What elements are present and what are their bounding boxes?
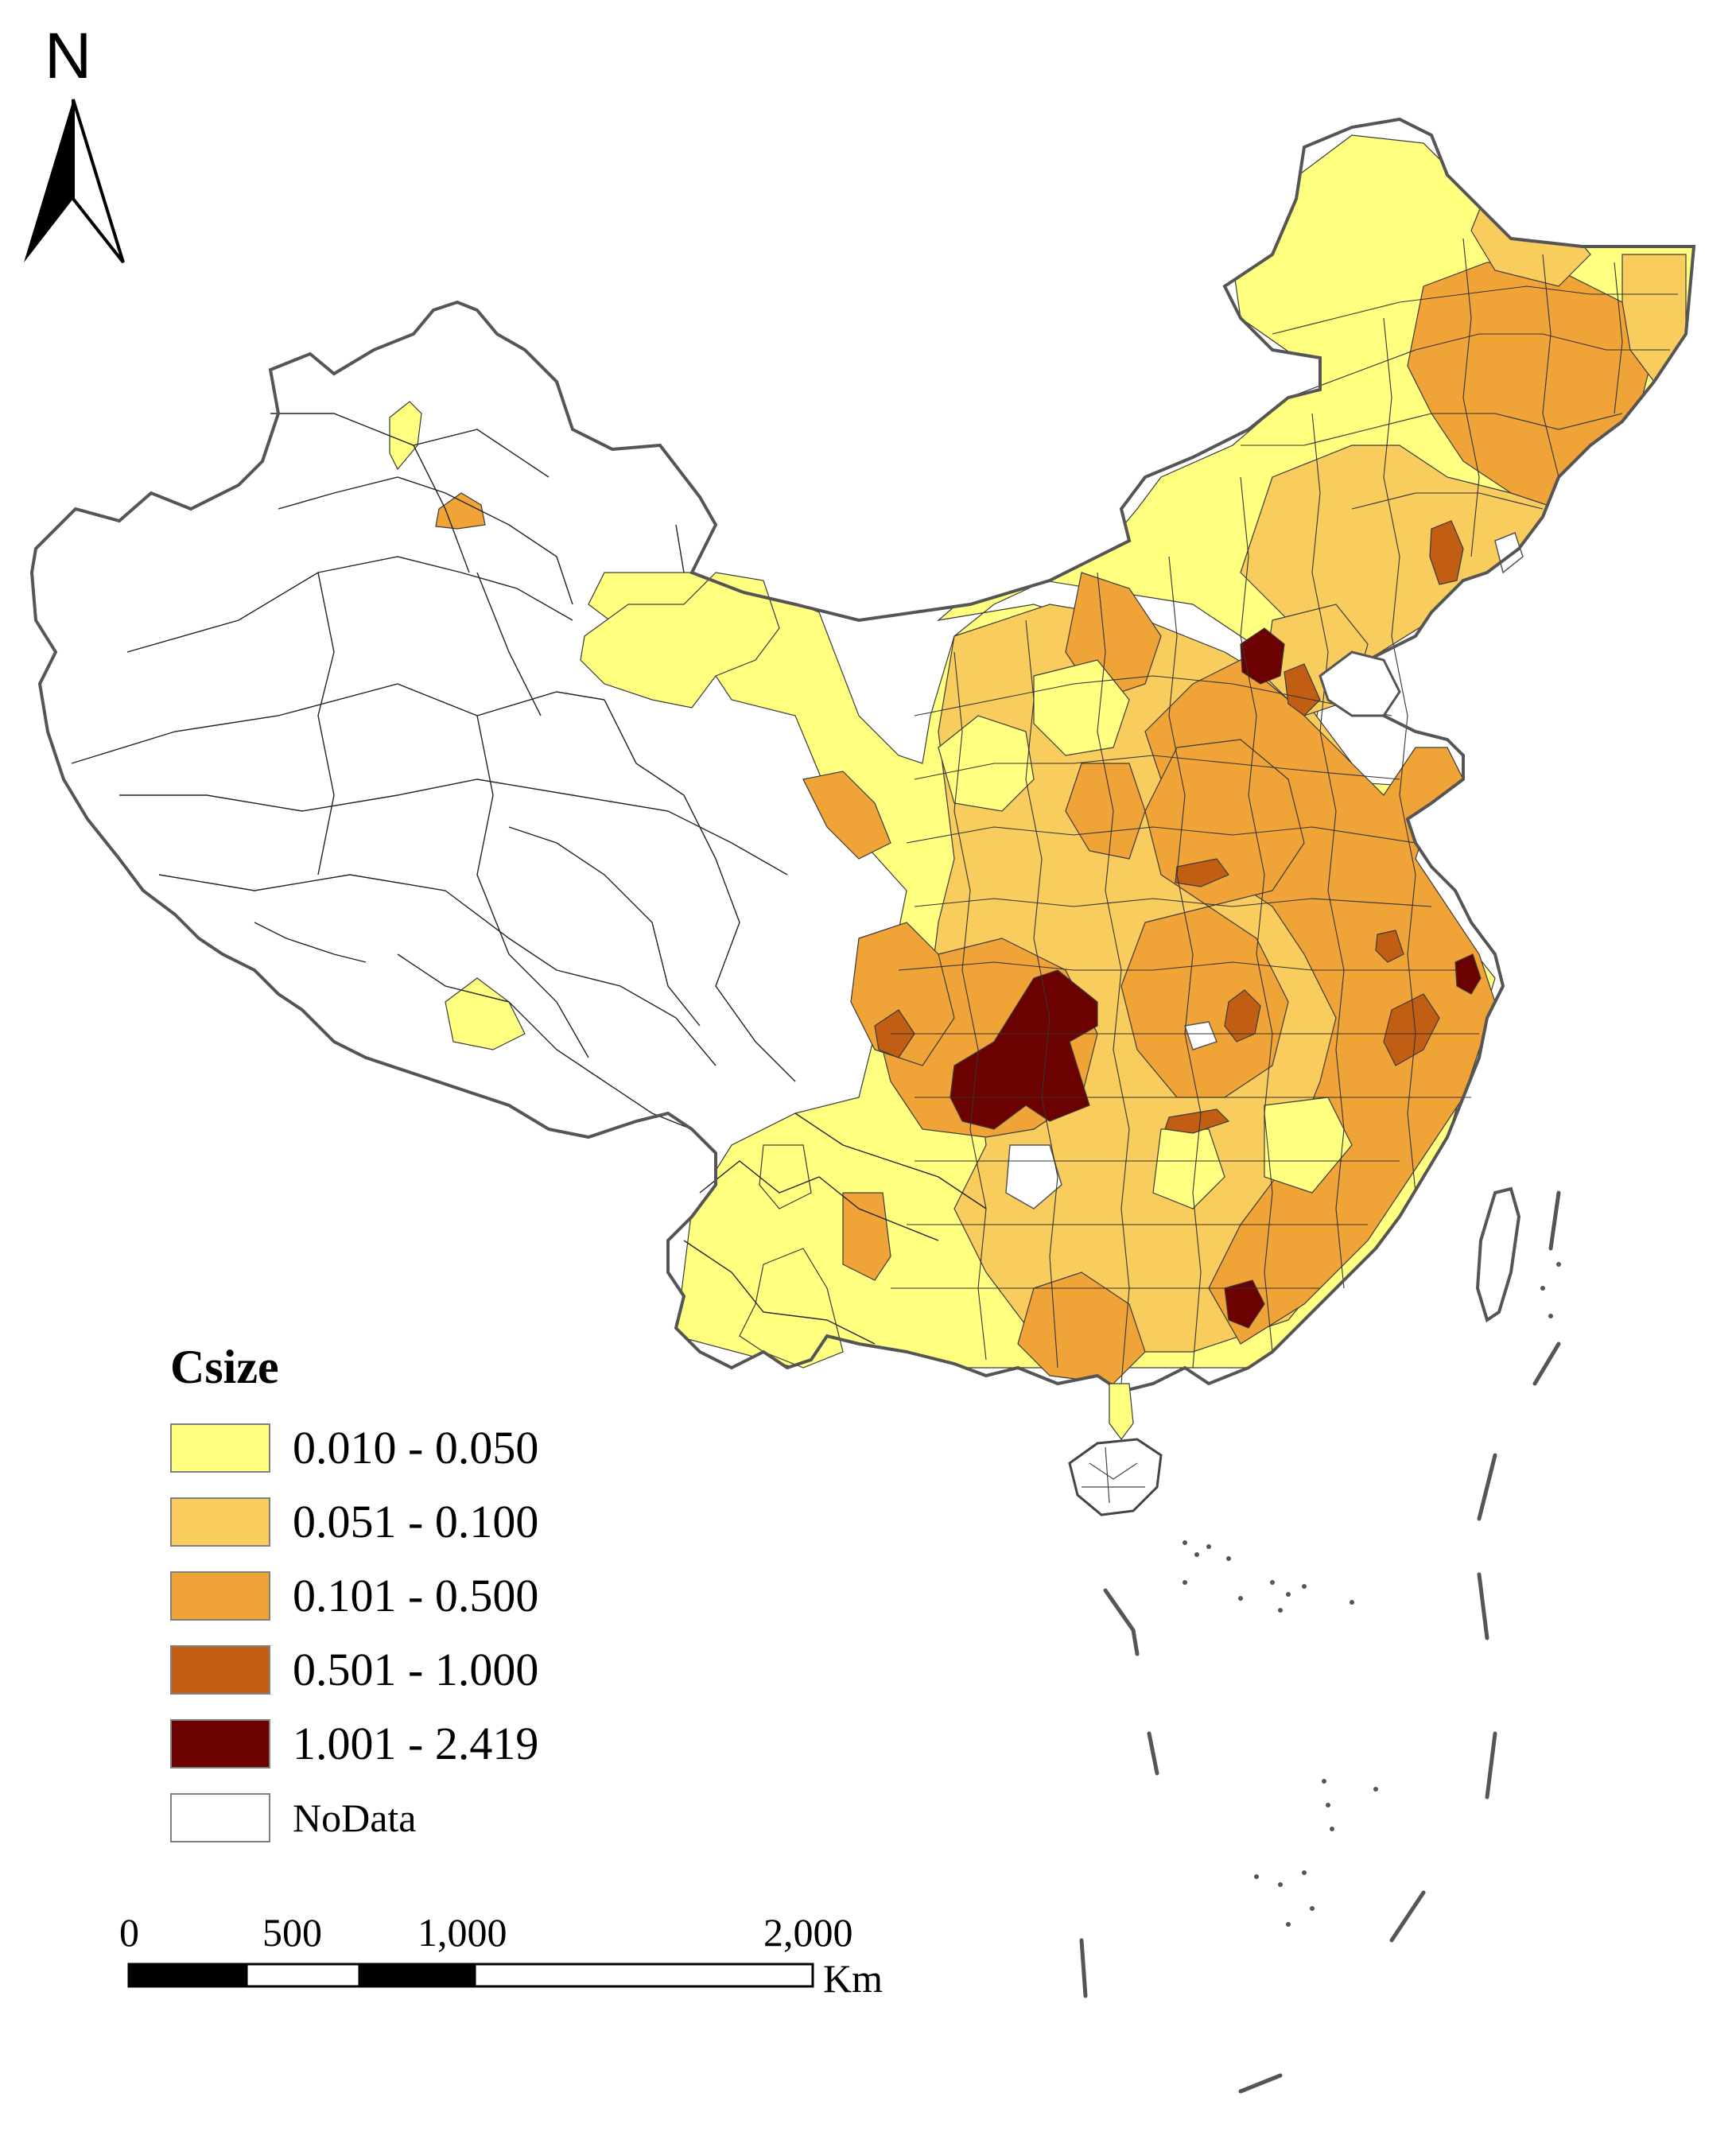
- region-class4: [1175, 858, 1229, 887]
- region-class1: [445, 977, 526, 1050]
- scale-bar: 0 500 1,000 2,000 Km: [119, 1912, 915, 2024]
- region-class4: [1375, 930, 1404, 963]
- region-class3: [842, 1192, 891, 1281]
- region-class5: [950, 969, 1098, 1130]
- scale-tick: 1,000: [417, 1910, 507, 1955]
- region-class1: [580, 572, 780, 709]
- legend-label: 0.501 - 1.000: [293, 1644, 539, 1695]
- region-class3: [802, 771, 891, 860]
- internal-boundaries: [71, 413, 987, 1345]
- legend-swatch: [170, 1793, 270, 1842]
- scale-tick: 2,000: [763, 1910, 853, 1955]
- taiwan-island: [1475, 1186, 1521, 1323]
- region-class3: [1017, 1272, 1146, 1384]
- legend-swatch: [170, 1423, 270, 1473]
- north-label: N: [45, 20, 92, 92]
- legend: Csize 0.010 - 0.050 0.051 - 0.100 0.101 …: [167, 1340, 660, 1897]
- north-arrow: N: [17, 24, 129, 278]
- hainan-island: [1068, 1438, 1163, 1516]
- north-arrow-icon: [24, 99, 125, 264]
- legend-item: 0.010 - 0.050: [170, 1423, 647, 1474]
- region-class4: [1383, 993, 1440, 1066]
- national-border: [29, 117, 1696, 1394]
- legend-item: 0.501 - 1.000: [170, 1645, 647, 1696]
- legend-item: NoData: [170, 1793, 647, 1844]
- region-class3: [1120, 906, 1289, 1098]
- legend-item: 1.001 - 2.419: [170, 1719, 647, 1770]
- legend-swatch: [170, 1645, 270, 1695]
- region-class1: [1264, 1097, 1353, 1194]
- region-class1: [389, 401, 422, 471]
- region-class4: [1429, 520, 1464, 585]
- region-class4: [1164, 1109, 1230, 1134]
- scale-tick: 0: [119, 1910, 139, 1955]
- legend-label: 0.051 - 0.100: [293, 1496, 539, 1547]
- hainan-inner: [1082, 1446, 1145, 1504]
- region-class5: [1454, 953, 1482, 995]
- legend-swatch: [170, 1571, 270, 1621]
- leizhou-peninsula: [1109, 1383, 1134, 1440]
- legend-label: NoData: [293, 1796, 417, 1840]
- legend-swatch: [170, 1719, 270, 1769]
- region-class5: [1240, 627, 1285, 685]
- legend-label: 0.101 - 0.500: [293, 1570, 539, 1621]
- scale-bar-graphic: [127, 1963, 814, 1988]
- nine-dash-line: [1079, 1190, 1561, 2094]
- region-class5: [1224, 1279, 1265, 1329]
- region-class3: [435, 492, 486, 530]
- scale-tick: 500: [262, 1910, 322, 1955]
- legend-label: 0.010 - 0.050: [293, 1422, 539, 1473]
- legend-swatch: [170, 1497, 270, 1547]
- legend-label: 1.001 - 2.419: [293, 1718, 539, 1769]
- region-class1: [759, 1144, 812, 1209]
- region-class3: [1065, 763, 1146, 860]
- legend-title: Csize: [170, 1341, 279, 1393]
- nodata-pocket: [1184, 1021, 1218, 1050]
- island-dots: [1183, 1262, 1561, 1927]
- region-class1: [739, 1248, 844, 1369]
- region-class1: [1033, 659, 1130, 756]
- legend-item: 0.051 - 0.100: [170, 1497, 647, 1548]
- scale-unit: Km: [823, 1956, 883, 2001]
- prefecture-boundaries: [891, 238, 1678, 1384]
- region-class1: [938, 715, 1035, 812]
- legend-item: 0.101 - 0.500: [170, 1571, 647, 1622]
- bohai-sea: [1319, 650, 1401, 717]
- region-class4: [1284, 663, 1321, 716]
